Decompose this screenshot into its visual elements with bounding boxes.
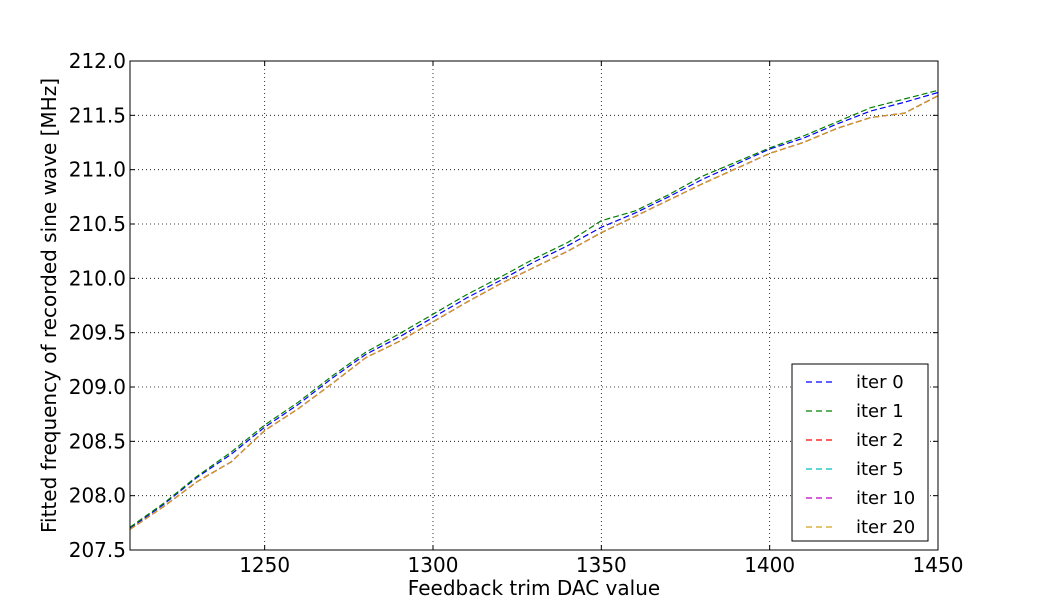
y-tick-label: 210.5 [69, 212, 126, 236]
x-axis-label: Feedback trim DAC value [408, 576, 660, 600]
y-tick-label: 212.0 [69, 49, 126, 73]
x-tick-label: 1250 [239, 553, 290, 577]
axis-ticks: 1250 1300 1350 1400 1450 207.5 208.0 208.5 209.0… [69, 49, 964, 577]
y-tick-label: 208.0 [69, 484, 126, 508]
y-tick-label: 210.0 [69, 266, 126, 290]
x-tick-label: 1450 [913, 553, 964, 577]
y-tick-label: 208.5 [69, 429, 126, 453]
grid [130, 61, 938, 550]
y-tick-label: 209.0 [69, 375, 126, 399]
legend-label: iter 5 [856, 459, 904, 480]
legend-label: iter 20 [856, 517, 915, 538]
legend-label: iter 10 [856, 488, 915, 509]
legend-label: iter 1 [856, 401, 904, 422]
series-line-iter-1 [129, 89, 939, 528]
y-tick-label: 211.5 [69, 103, 126, 127]
series-line-iter-20 [129, 95, 939, 530]
x-tick-label: 1400 [744, 553, 795, 577]
x-tick-label: 1350 [576, 553, 627, 577]
y-tick-label: 207.5 [69, 538, 126, 562]
legend-label: iter 2 [856, 430, 904, 451]
y-tick-label: 209.5 [69, 321, 126, 345]
x-tick-label: 1300 [408, 553, 459, 577]
y-axis-label: Fitted frequency of recorded sine wave [… [37, 78, 61, 533]
series-lines [129, 89, 939, 530]
legend-box [791, 363, 929, 542]
legend-label: iter 0 [856, 372, 904, 393]
y-tick-label: 211.0 [69, 158, 126, 182]
plot-frame [129, 60, 939, 551]
legend: iter 0 iter 1 iter 2 iter 5 iter 10 iter 20 [791, 363, 929, 542]
